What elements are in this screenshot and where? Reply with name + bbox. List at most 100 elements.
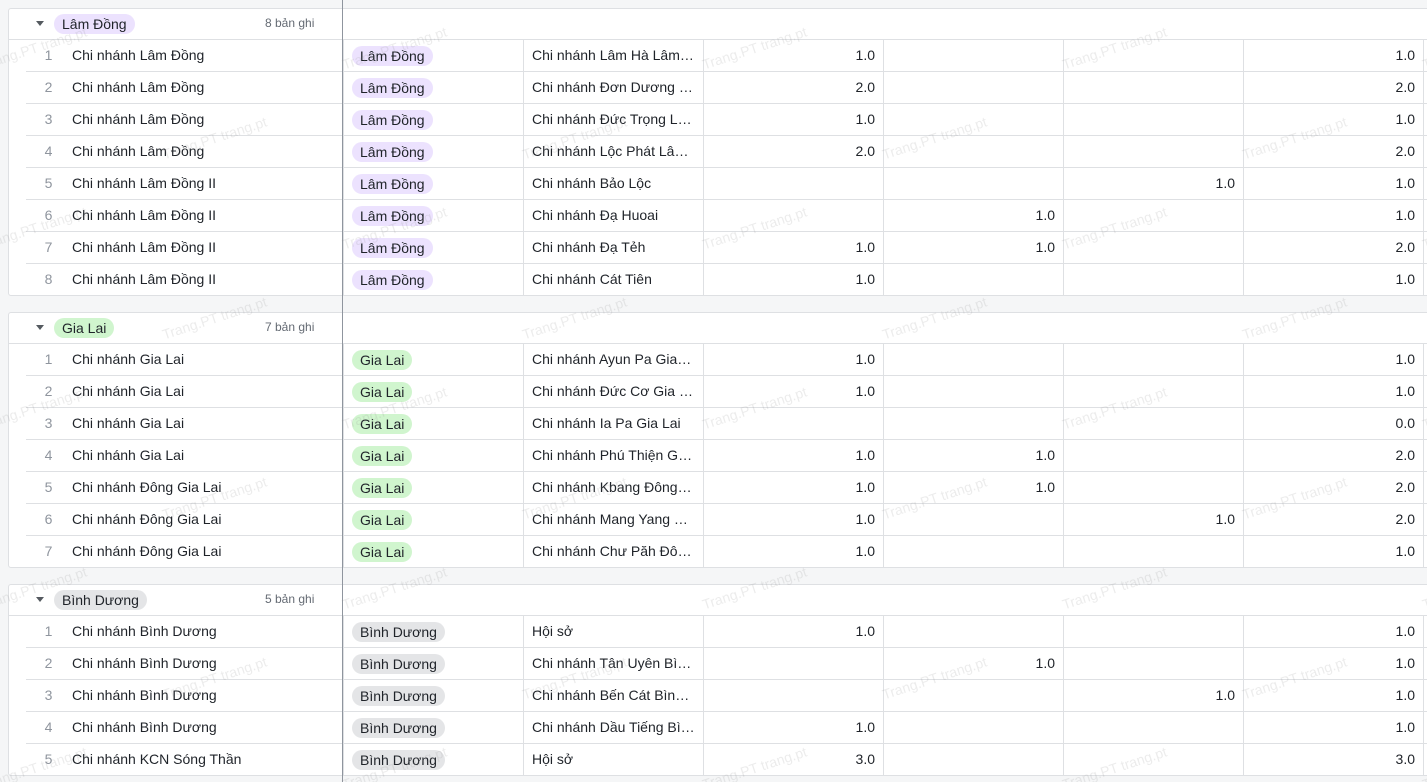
- cell-value-total[interactable]: 2.0: [1243, 136, 1423, 167]
- cell-region-tag[interactable]: Gia Lai: [343, 504, 523, 535]
- cell-value-3[interactable]: [1063, 744, 1243, 775]
- cell-value-2[interactable]: [883, 504, 1063, 535]
- cell-value-1[interactable]: 1.0: [703, 40, 883, 71]
- cell-empty[interactable]: [1423, 440, 1427, 471]
- cell-value-total[interactable]: 1.0: [1243, 200, 1423, 231]
- cell-region-tag[interactable]: Gia Lai: [343, 376, 523, 407]
- cell-value-3[interactable]: [1063, 136, 1243, 167]
- cell-branch-name[interactable]: Hội sở: [523, 744, 703, 775]
- cell-branch-group-name[interactable]: Chi nhánh Gia Lai: [72, 383, 185, 399]
- cell-branch-name[interactable]: Chi nhánh Đơn Dương Lâm Đồng: [523, 72, 703, 103]
- cell-value-2[interactable]: [883, 136, 1063, 167]
- cell-branch-group-name[interactable]: Chi nhánh Gia Lai: [72, 447, 185, 463]
- cell-branch-name[interactable]: Chi nhánh Đạ Tẻh: [523, 232, 703, 263]
- table-row[interactable]: 5 Chi nhánh Lâm Đồng II Lâm Đồng Chi nhánh …: [26, 168, 1427, 200]
- cell-branch-group-name[interactable]: Chi nhánh Lâm Đồng: [72, 47, 205, 63]
- cell-value-2[interactable]: [883, 680, 1063, 711]
- cell-branch-group-name[interactable]: Chi nhánh Bình Dương: [72, 687, 217, 703]
- cell-value-2[interactable]: [883, 744, 1063, 775]
- cell-branch-name[interactable]: Chi nhánh Bảo Lộc: [523, 168, 703, 199]
- cell-branch-group-name[interactable]: Chi nhánh Lâm Đồng: [72, 143, 205, 159]
- cell-branch-name[interactable]: Chi nhánh Ia Pa Gia Lai: [523, 408, 703, 439]
- cell-branch-group-name[interactable]: Chi nhánh Bình Dương: [72, 623, 217, 639]
- cell-branch-name[interactable]: Chi nhánh Ayun Pa Gia Lai: [523, 344, 703, 375]
- table-row[interactable]: 7 Chi nhánh Lâm Đồng II Lâm Đồng Chi nhánh …: [26, 232, 1427, 264]
- cell-empty[interactable]: [1423, 136, 1427, 167]
- cell-value-total[interactable]: 2.0: [1243, 232, 1423, 263]
- cell-branch-name[interactable]: Chi nhánh Đức Cơ Gia Lai: [523, 376, 703, 407]
- cell-value-2[interactable]: [883, 72, 1063, 103]
- cell-empty[interactable]: [1423, 472, 1427, 503]
- cell-value-3[interactable]: [1063, 200, 1243, 231]
- cell-branch-group-name[interactable]: Chi nhánh Lâm Đồng II: [72, 175, 216, 191]
- collapse-caret-icon[interactable]: [36, 325, 44, 330]
- cell-empty[interactable]: [1423, 232, 1427, 263]
- cell-region-tag[interactable]: Lâm Đồng: [343, 168, 523, 199]
- cell-value-2[interactable]: 1.0: [883, 648, 1063, 679]
- cell-region-tag[interactable]: Lâm Đồng: [343, 200, 523, 231]
- table-row[interactable]: 5 Chi nhánh KCN Sóng Thần Bình Dương Hội sở…: [26, 744, 1427, 775]
- table-row[interactable]: 2 Chi nhánh Lâm Đồng Lâm Đồng Chi nhánh Đơn…: [26, 72, 1427, 104]
- table-row[interactable]: 5 Chi nhánh Đông Gia Lai Gia Lai Chi nhánh …: [26, 472, 1427, 504]
- cell-empty[interactable]: [1423, 344, 1427, 375]
- cell-value-total[interactable]: 2.0: [1243, 472, 1423, 503]
- cell-value-3[interactable]: 1.0: [1063, 168, 1243, 199]
- cell-branch-name[interactable]: Chi nhánh Lâm Hà Lâm Đồng: [523, 40, 703, 71]
- table-row[interactable]: 7 Chi nhánh Đông Gia Lai Gia Lai Chi nhánh …: [26, 536, 1427, 567]
- cell-branch-group-name[interactable]: Chi nhánh Đông Gia Lai: [72, 479, 222, 495]
- cell-branch-group-name[interactable]: Chi nhánh Lâm Đồng II: [72, 239, 216, 255]
- collapse-caret-icon[interactable]: [36, 597, 44, 602]
- cell-empty[interactable]: [1423, 680, 1427, 711]
- cell-value-3[interactable]: [1063, 648, 1243, 679]
- cell-value-total[interactable]: 2.0: [1243, 504, 1423, 535]
- cell-value-1[interactable]: 1.0: [703, 616, 883, 647]
- group-header[interactable]: Gia Lai 7 bản ghi: [9, 313, 1427, 344]
- cell-empty[interactable]: [1423, 648, 1427, 679]
- cell-value-2[interactable]: [883, 616, 1063, 647]
- cell-value-1[interactable]: 1.0: [703, 104, 883, 135]
- cell-value-1[interactable]: [703, 168, 883, 199]
- cell-branch-name[interactable]: Chi nhánh Tân Uyên Bình Dương: [523, 648, 703, 679]
- cell-region-tag[interactable]: Lâm Đồng: [343, 136, 523, 167]
- cell-region-tag[interactable]: Bình Dương: [343, 744, 523, 775]
- cell-branch-name[interactable]: Chi nhánh Kbang Đông Gia Lai: [523, 472, 703, 503]
- cell-branch-group-name[interactable]: Chi nhánh Lâm Đồng II: [72, 207, 216, 223]
- table-row[interactable]: 2 Chi nhánh Bình Dương Bình Dương Chi nhánh…: [26, 648, 1427, 680]
- cell-value-total[interactable]: 3.0: [1243, 744, 1423, 775]
- table-row[interactable]: 1 Chi nhánh Lâm Đồng Lâm Đồng Chi nhánh Lâm…: [26, 40, 1427, 72]
- table-row[interactable]: 3 Chi nhánh Bình Dương Bình Dương Chi nhánh…: [26, 680, 1427, 712]
- cell-region-tag[interactable]: Gia Lai: [343, 472, 523, 503]
- cell-value-1[interactable]: [703, 200, 883, 231]
- cell-value-3[interactable]: 1.0: [1063, 504, 1243, 535]
- table-row[interactable]: 2 Chi nhánh Gia Lai Gia Lai Chi nhánh Đức C…: [26, 376, 1427, 408]
- cell-branch-group-name[interactable]: Chi nhánh Đông Gia Lai: [72, 511, 222, 527]
- table-row[interactable]: 3 Chi nhánh Gia Lai Gia Lai Chi nhánh Ia Pa…: [26, 408, 1427, 440]
- cell-branch-name[interactable]: Chi nhánh Bến Cát Bình Dương: [523, 680, 703, 711]
- cell-value-2[interactable]: [883, 40, 1063, 71]
- table-row[interactable]: 8 Chi nhánh Lâm Đồng II Lâm Đồng Chi nhánh …: [26, 264, 1427, 295]
- cell-empty[interactable]: [1423, 264, 1427, 295]
- cell-value-total[interactable]: 1.0: [1243, 680, 1423, 711]
- cell-value-1[interactable]: [703, 408, 883, 439]
- group-header[interactable]: Lâm Đồng 8 bản ghi: [9, 9, 1427, 40]
- cell-value-1[interactable]: 1.0: [703, 712, 883, 743]
- cell-value-3[interactable]: [1063, 408, 1243, 439]
- cell-region-tag[interactable]: Bình Dương: [343, 648, 523, 679]
- cell-empty[interactable]: [1423, 40, 1427, 71]
- cell-branch-group-name[interactable]: Chi nhánh Gia Lai: [72, 351, 185, 367]
- cell-value-total[interactable]: 1.0: [1243, 264, 1423, 295]
- cell-value-1[interactable]: 1.0: [703, 264, 883, 295]
- cell-value-1[interactable]: [703, 648, 883, 679]
- cell-empty[interactable]: [1423, 376, 1427, 407]
- cell-branch-name[interactable]: Chi nhánh Đạ Huoai: [523, 200, 703, 231]
- cell-branch-group-name[interactable]: Chi nhánh Gia Lai: [72, 415, 185, 431]
- cell-value-total[interactable]: 2.0: [1243, 440, 1423, 471]
- cell-branch-name[interactable]: Chi nhánh Cát Tiên: [523, 264, 703, 295]
- cell-value-total[interactable]: 1.0: [1243, 616, 1423, 647]
- cell-branch-group-name[interactable]: Chi nhánh Lâm Đồng: [72, 79, 205, 95]
- cell-value-2[interactable]: 1.0: [883, 472, 1063, 503]
- cell-value-2[interactable]: [883, 536, 1063, 567]
- cell-region-tag[interactable]: Gia Lai: [343, 536, 523, 567]
- cell-value-1[interactable]: 1.0: [703, 536, 883, 567]
- cell-region-tag[interactable]: Gia Lai: [343, 408, 523, 439]
